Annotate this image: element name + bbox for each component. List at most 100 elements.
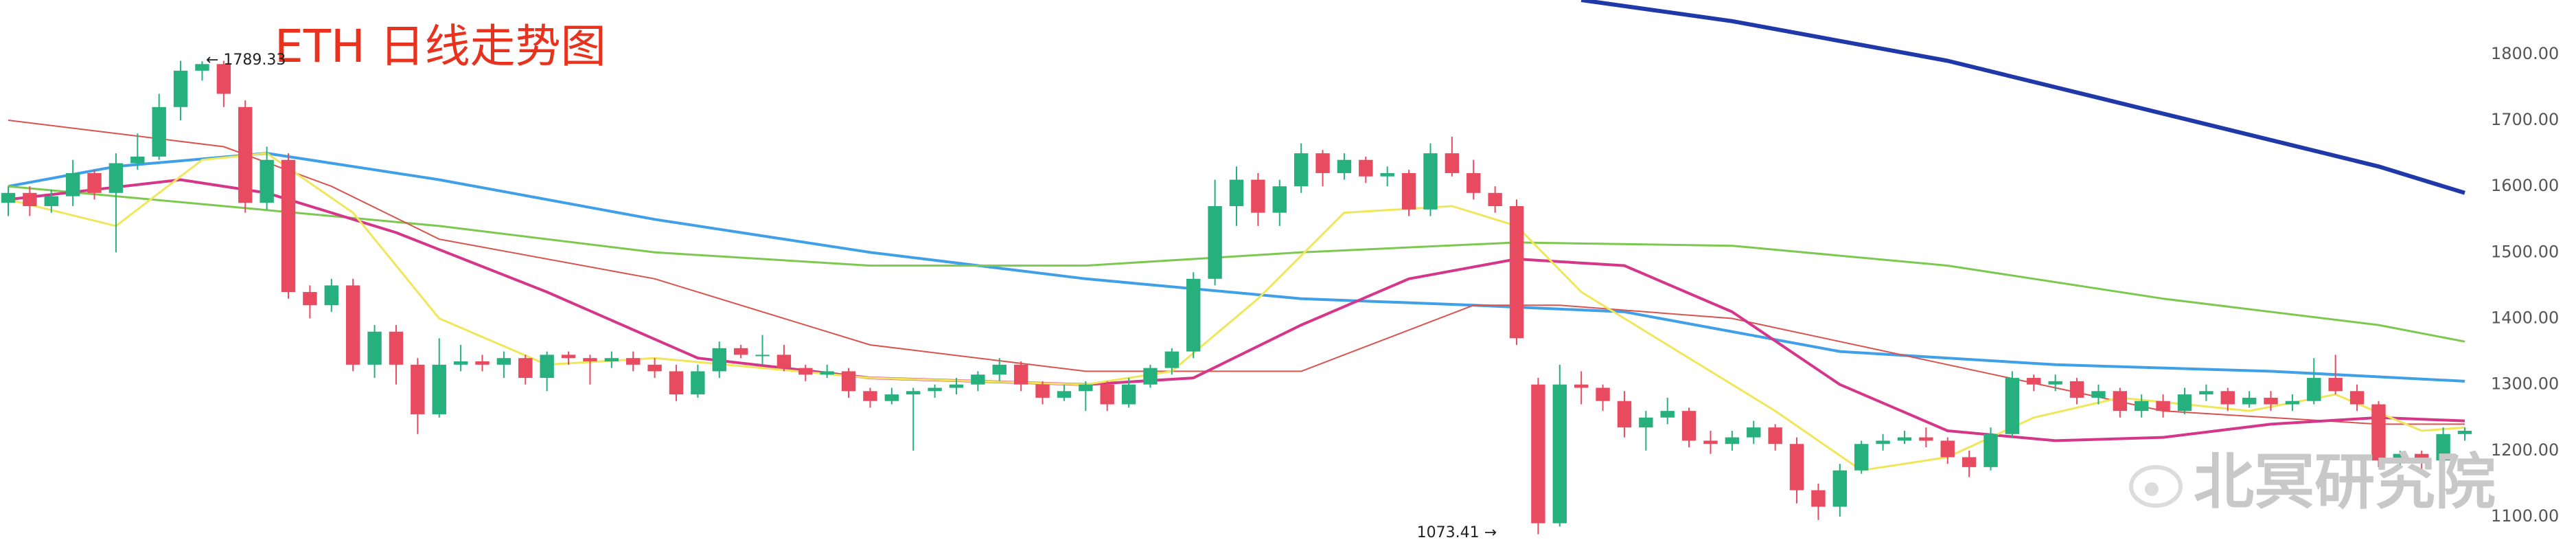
candle-body [1509,206,1524,339]
low-annotation: 1073.41 → [1417,524,1497,541]
candle-body [1832,470,1848,507]
candle-body [798,368,813,375]
candle-body [1057,391,1072,398]
candle-body [173,70,188,107]
candle-body [216,64,231,94]
ma-line [1580,0,2465,195]
candle-body [928,387,942,392]
candle-body [583,358,597,362]
candle-body [884,394,899,401]
candle-body [625,358,641,365]
candle-body [1919,437,1933,441]
y-tick-label: 1300.00 [2491,374,2559,394]
candle-body [87,172,102,193]
high-annotation: ← 1789.33 [206,52,286,69]
candle-body [367,331,382,365]
chart-title: ETH 日线走势图 [275,20,606,73]
candle-body [108,163,124,193]
candle-body [820,371,834,375]
candle-body [1703,440,1718,445]
candle-body [1488,192,1502,207]
candle-body [1681,411,1697,441]
candle-body [1337,159,1352,173]
candle-body [1552,384,1567,524]
candle-body [1747,427,1761,438]
candle-body [2069,381,2084,398]
moving-averages [8,0,2465,472]
candle-body [841,371,856,392]
candle-body [647,364,662,372]
candle-body [2242,397,2257,405]
candle-body [1876,440,1890,445]
candle-body [1897,437,1912,441]
candle-body [1208,206,1222,279]
candle-body [65,172,80,196]
candle-body [1660,411,1675,418]
candle-body [1574,384,1589,388]
candle-body [1035,384,1050,398]
candle-body [1445,153,1460,173]
y-tick-label: 1700.00 [2491,110,2559,129]
candle-body [2177,394,2192,412]
candle-body [1293,153,1309,187]
candle-body [2349,391,2365,405]
ma-line [8,152,2465,472]
candle-body [2220,391,2235,405]
candle-body [1983,434,1998,467]
candle-body [2436,434,2450,461]
candle-body [496,358,511,365]
candle-body [2415,453,2429,461]
y-tick-label: 1600.00 [2491,176,2559,195]
candle-body [777,355,792,368]
candle-body [1229,179,1244,207]
candle-body [303,292,317,306]
candle-body [1164,351,1180,368]
y-tick-label: 1100.00 [2491,506,2559,526]
candle-body [1725,437,1740,445]
candle-body [1423,153,1438,210]
candle-body [2199,391,2213,395]
candle-body [1467,172,1481,193]
candle-body [1854,444,1869,471]
candle-body [324,285,338,306]
candle-body [561,355,576,359]
candle-body [260,159,274,203]
candle-body [2027,378,2041,385]
ma-line [8,120,2465,425]
candle-body [1811,490,1826,507]
y-tick-label: 1800.00 [2491,44,2559,63]
candle-body [1,192,16,203]
candle-body [411,364,425,414]
candle-body [2005,378,2020,434]
candle-body [1531,384,1545,524]
candle-body [992,364,1007,375]
candle-body [195,64,209,71]
candle-body [1596,387,1610,401]
candle-body [906,391,921,395]
candle-body [1617,401,1632,428]
candle-body [1380,172,1394,177]
candle-body [518,358,533,379]
y-tick-label: 1200.00 [2491,440,2559,460]
candle-body [2091,391,2106,398]
candle-body [733,348,748,355]
candle-body [1401,172,1416,210]
candle-body [1100,384,1114,405]
candle-body [2307,378,2321,401]
candle-body [2328,378,2343,392]
candle-body [2264,397,2278,405]
candle-body [971,374,985,385]
candle-body [2371,404,2386,461]
candle-body [1940,440,1955,458]
candle-body [2113,391,2128,412]
candle-body [755,355,770,357]
candle-body [130,156,145,164]
candle-body [238,106,253,203]
candle-body [604,358,619,362]
candle-body [691,371,705,395]
candle-body [712,348,726,372]
candle-body [949,384,964,388]
ma-line [8,185,2465,343]
candle-body [1079,384,1093,392]
